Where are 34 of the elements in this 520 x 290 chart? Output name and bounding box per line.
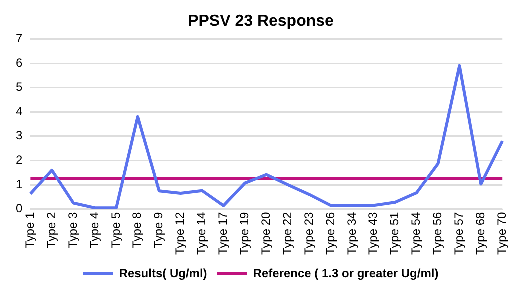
- x-tick-label: Type 5: [108, 212, 123, 248]
- x-tick-label: Type 70: [494, 212, 509, 256]
- chart-title: PPSV 23 Response: [188, 13, 334, 30]
- legend-label: Reference ( 1.3 or greater Ug/ml): [253, 266, 439, 280]
- x-tick-label: Type 68: [473, 212, 488, 256]
- y-tick-label: 4: [16, 104, 23, 118]
- x-tick-label: Type 19: [238, 212, 252, 256]
- x-tick-label: Type 23: [302, 212, 316, 256]
- x-tick-label: Type 54: [409, 212, 424, 256]
- y-tick-label: 3: [16, 128, 23, 143]
- y-tick-label: 7: [16, 32, 23, 46]
- legend-label: Results( Ug/ml): [119, 266, 208, 280]
- y-tick-label: 5: [16, 80, 23, 94]
- x-tick-label: Type 51: [388, 212, 402, 256]
- y-tick-label: 2: [16, 153, 23, 168]
- x-tick-label: Type 2: [44, 212, 58, 248]
- x-tick-label: Type 8: [130, 212, 144, 248]
- x-tick-label: Type 4: [87, 212, 102, 248]
- x-tick-label: Type 34: [344, 212, 359, 256]
- y-tick-label: 0: [16, 202, 23, 216]
- x-tick-label: Type 26: [323, 212, 338, 256]
- x-tick-label: Type 22: [280, 212, 294, 256]
- x-tick-label: Type 12: [173, 212, 188, 256]
- x-tick-label: Type 1: [22, 212, 37, 248]
- x-tick-label: Type 9: [152, 212, 166, 248]
- y-tick-label: 1: [16, 177, 23, 192]
- x-tick-label: Type 20: [258, 212, 273, 256]
- x-tick-label: Type 17: [216, 212, 230, 256]
- x-tick-label: Type 3: [66, 212, 80, 248]
- x-tick-label: Type 57: [452, 212, 466, 256]
- y-tick-label: 6: [16, 56, 23, 70]
- x-tick-label: Type 43: [366, 212, 380, 256]
- x-tick-label: Type 14: [194, 212, 209, 256]
- x-tick-label: Type 56: [430, 212, 445, 256]
